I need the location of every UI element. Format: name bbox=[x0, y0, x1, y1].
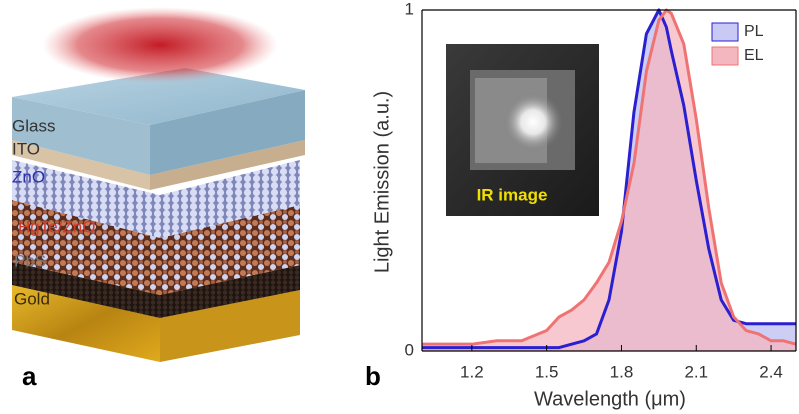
layer-label: PbS bbox=[14, 251, 46, 270]
y-axis-label: Light Emission (a.u.) bbox=[371, 91, 393, 273]
layer-label: ZnO bbox=[12, 167, 45, 186]
device-illustration: Glass ITO ZnO HgTe/ZnO PbS Gold bbox=[12, 7, 305, 362]
layer-label: Gold bbox=[14, 289, 50, 308]
y-tick-label: 1 bbox=[405, 0, 414, 18]
legend-swatch bbox=[712, 47, 738, 65]
inset-image: IR image bbox=[446, 44, 599, 216]
panel-label: b bbox=[365, 361, 381, 391]
page: {"panel_a": {"label": "a", "layers": ["G… bbox=[0, 0, 799, 414]
legend-label: PL bbox=[744, 23, 764, 40]
layer-label: Glass bbox=[12, 116, 55, 135]
x-tick-label: 1.2 bbox=[460, 362, 484, 381]
x-tick-label: 1.8 bbox=[610, 362, 634, 381]
annotation: IR image bbox=[477, 185, 548, 204]
layer-label: ITO bbox=[12, 139, 40, 158]
x-tick-label: 2.1 bbox=[684, 362, 708, 381]
x-tick-label: 2.4 bbox=[759, 362, 783, 381]
inset-spot bbox=[503, 92, 563, 152]
legend-label: EL bbox=[744, 47, 764, 64]
x-tick-label: 1.5 bbox=[535, 362, 559, 381]
figure: Glass ITO ZnO HgTe/ZnO PbS Gold a b Ligh… bbox=[0, 0, 799, 414]
y-tick-label: 0 bbox=[405, 340, 414, 359]
x-axis-label: Wavelength (μm) bbox=[534, 388, 686, 410]
legend-swatch bbox=[712, 23, 738, 41]
panel-label: a bbox=[22, 361, 37, 391]
layer-label: HgTe/ZnO bbox=[18, 217, 95, 236]
